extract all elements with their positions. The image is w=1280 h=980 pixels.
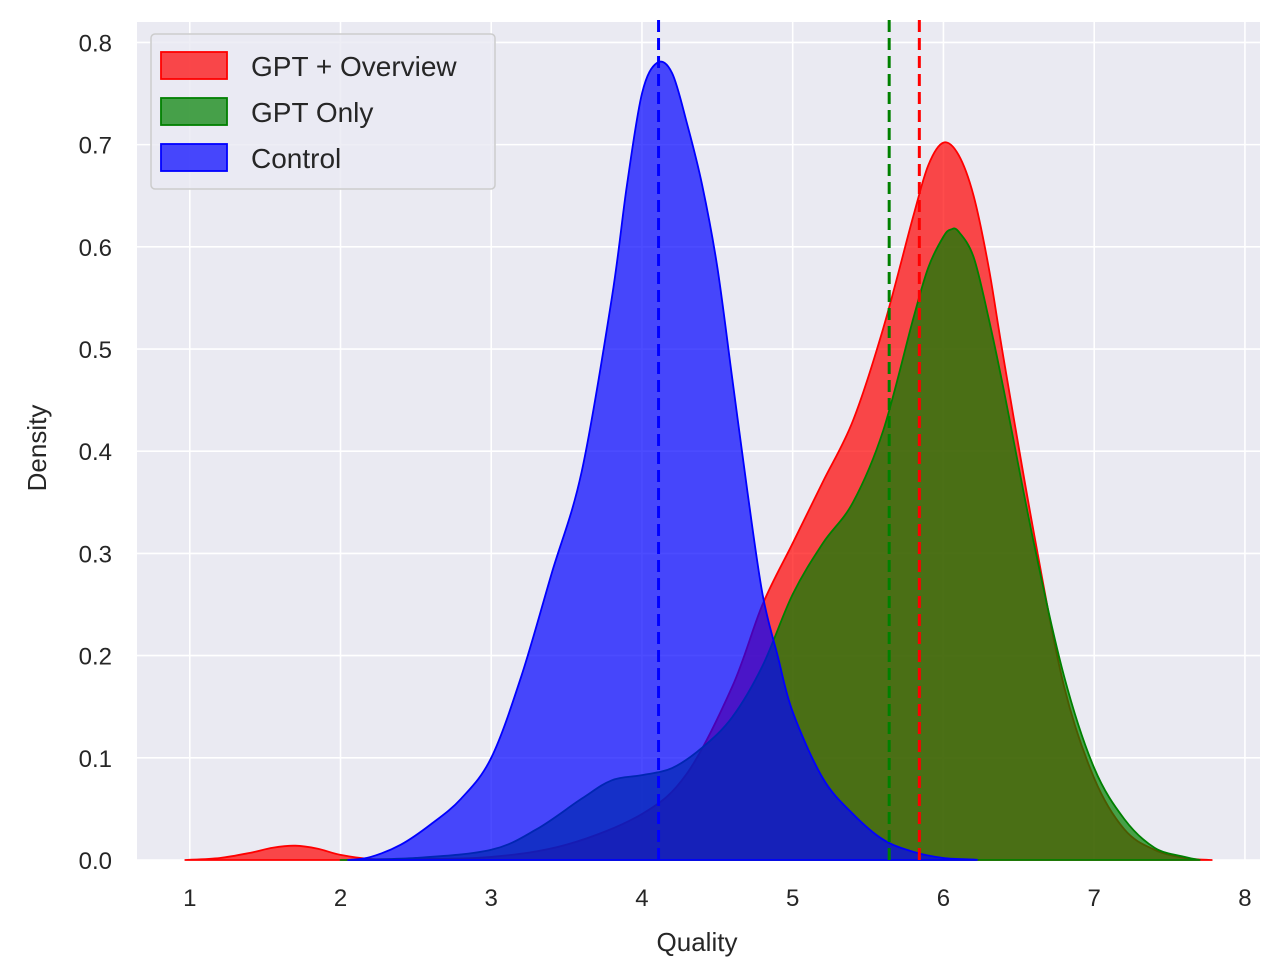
y-tick-label: 0.4 — [79, 439, 112, 466]
mean-lines — [657, 20, 921, 860]
x-axis-label: Quality — [657, 927, 738, 957]
y-tick-label: 0.6 — [79, 235, 112, 262]
y-tick-label: 0.0 — [79, 848, 112, 875]
legend-swatch-gpt-only — [160, 97, 228, 126]
legend-swatch-gpt-overview — [160, 51, 228, 80]
x-tick-label: 5 — [786, 885, 799, 912]
legend-box — [150, 33, 496, 190]
y-tick-label: 0.1 — [79, 746, 112, 773]
density-areas — [184, 60, 1213, 861]
x-tick-label: 6 — [937, 885, 950, 912]
legend-swatch-control — [160, 143, 228, 172]
x-tick-label: 3 — [485, 885, 498, 912]
x-tick-label: 8 — [1238, 885, 1251, 912]
y-tick-label: 0.5 — [79, 337, 112, 364]
y-axis-label: Density — [22, 405, 52, 492]
x-tick-label: 1 — [183, 885, 196, 912]
tick-labels: 1 2 3 4 5 6 7 8 0.0 0.1 0.2 0.3 0.4 0.5 0.6 0.7 0.8 — [79, 30, 1252, 912]
y-tick-label: 0.2 — [79, 644, 112, 671]
x-tick-label: 2 — [334, 885, 347, 912]
x-tick-label: 4 — [635, 885, 648, 912]
legend-label-gpt-overview: GPT + Overview — [251, 51, 457, 82]
y-tick-label: 0.8 — [79, 30, 112, 57]
y-tick-label: 0.7 — [79, 133, 112, 160]
density-area-control — [347, 60, 978, 861]
legend-label-control: Control — [251, 143, 341, 174]
legend: GPT + Overview GPT Only Control — [150, 33, 496, 190]
x-tick-label: 7 — [1088, 885, 1101, 912]
legend-label-gpt-only: GPT Only — [251, 97, 373, 128]
y-tick-label: 0.3 — [79, 541, 112, 568]
